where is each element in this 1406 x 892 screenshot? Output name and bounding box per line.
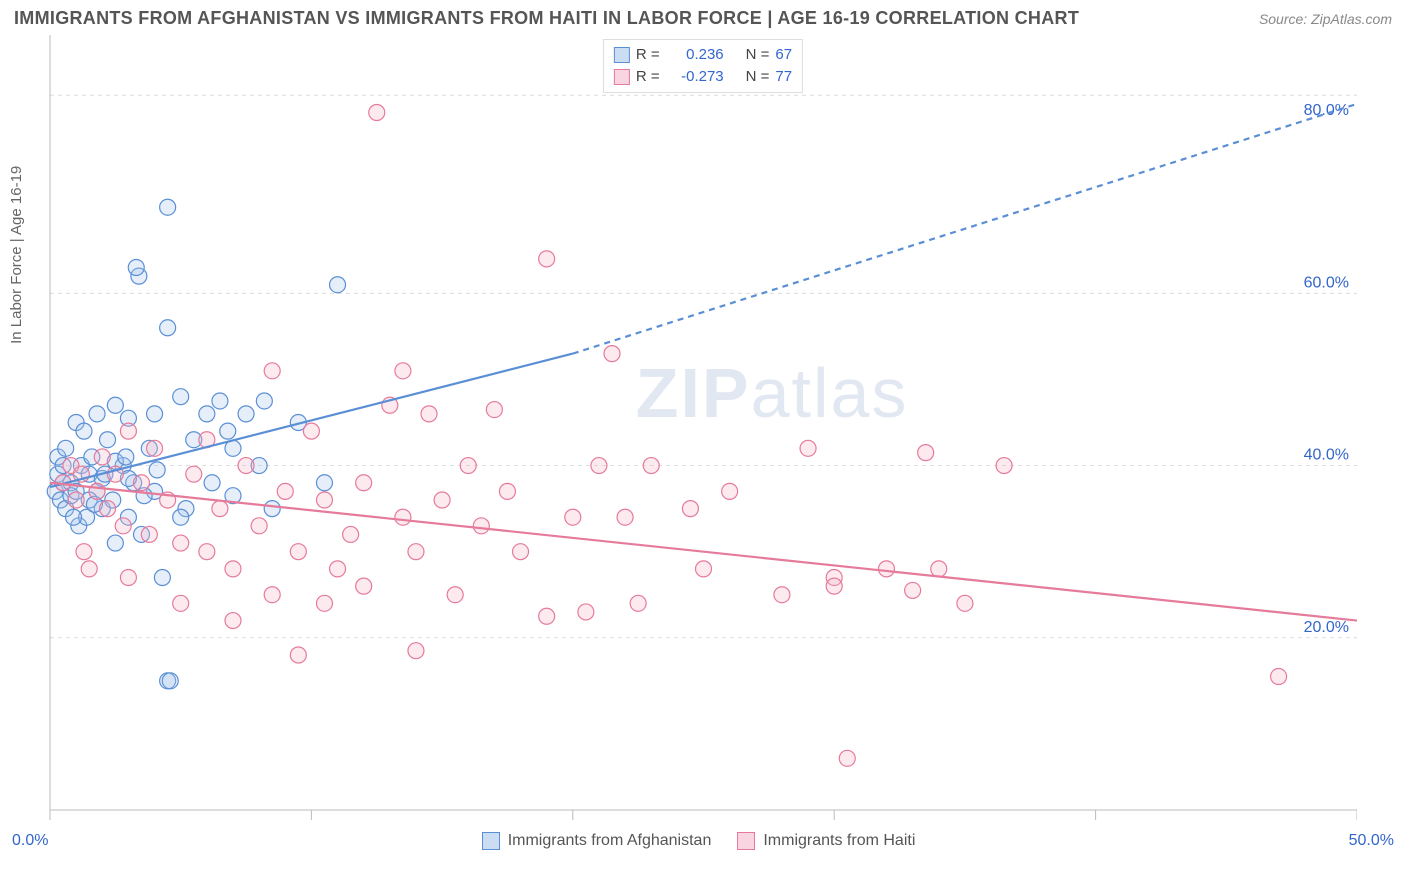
legend-n-value: 77	[775, 66, 792, 88]
series-name: Immigrants from Haiti	[763, 832, 915, 850]
x-axis-max: 50.0%	[1349, 832, 1394, 850]
correlation-row: R = 0.236 N =67	[614, 44, 792, 66]
chart-area: In Labor Force | Age 16-19 20.0%40.0%60.…	[12, 35, 1394, 830]
y-axis-label: In Labor Force | Age 16-19	[8, 165, 25, 343]
series-legend: Immigrants from Afghanistan Immigrants fr…	[482, 832, 916, 850]
legend-n-value: 67	[775, 44, 792, 66]
correlation-row: R = -0.273 N =77	[614, 66, 792, 88]
series-legend-item: Immigrants from Afghanistan	[482, 832, 712, 850]
svg-text:60.0%: 60.0%	[1304, 274, 1349, 291]
legend-r-value: -0.273	[666, 66, 724, 88]
series-name: Immigrants from Afghanistan	[508, 832, 712, 850]
svg-text:40.0%: 40.0%	[1304, 447, 1349, 464]
legend-n-label: N =	[746, 44, 770, 66]
legend-r-value: 0.236	[666, 44, 724, 66]
legend-swatch	[737, 832, 755, 850]
legend-swatch	[614, 69, 630, 85]
correlation-legend: R = 0.236 N =67 R = -0.273 N =77	[603, 39, 803, 93]
chart-source: Source: ZipAtlas.com	[1259, 11, 1392, 27]
legend-swatch	[614, 47, 630, 63]
x-axis-min: 0.0%	[12, 832, 48, 850]
legend-n-label: N =	[746, 66, 770, 88]
legend-r-label: R =	[636, 66, 660, 88]
legend-r-label: R =	[636, 44, 660, 66]
svg-text:80.0%: 80.0%	[1304, 102, 1349, 119]
svg-text:20.0%: 20.0%	[1304, 619, 1349, 636]
series-legend-item: Immigrants from Haiti	[737, 832, 915, 850]
chart-title: IMMIGRANTS FROM AFGHANISTAN VS IMMIGRANT…	[14, 8, 1079, 29]
bottom-bar: 0.0% Immigrants from AfghanistanImmigran…	[12, 832, 1394, 850]
scatter-chart: 20.0% 40.0% 60.0% 80.0%	[12, 35, 1357, 830]
chart-header: IMMIGRANTS FROM AFGHANISTAN VS IMMIGRANT…	[0, 0, 1406, 35]
legend-swatch	[482, 832, 500, 850]
